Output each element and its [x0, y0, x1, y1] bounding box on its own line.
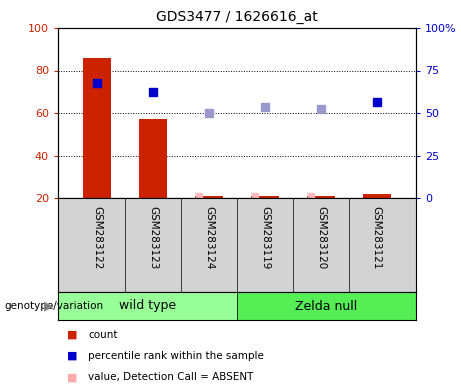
- Bar: [251, 196, 279, 198]
- Text: value, Detection Call = ABSENT: value, Detection Call = ABSENT: [88, 372, 254, 382]
- Text: GSM283119: GSM283119: [260, 205, 270, 269]
- Text: GSM283123: GSM283123: [148, 205, 158, 269]
- Bar: [237, 292, 416, 320]
- Text: GSM283120: GSM283120: [316, 205, 326, 269]
- Bar: [307, 196, 335, 198]
- Text: percentile rank within the sample: percentile rank within the sample: [88, 351, 264, 361]
- Text: Zelda null: Zelda null: [296, 300, 358, 313]
- Bar: [363, 194, 391, 198]
- Text: genotype/variation: genotype/variation: [5, 301, 104, 311]
- Text: ■: ■: [67, 351, 78, 361]
- Text: GSM283122: GSM283122: [92, 205, 102, 269]
- Text: ▶: ▶: [44, 300, 53, 313]
- Text: wild type: wild type: [119, 300, 176, 313]
- Bar: [58, 292, 237, 320]
- Text: ■: ■: [67, 372, 78, 382]
- Title: GDS3477 / 1626616_at: GDS3477 / 1626616_at: [156, 10, 318, 24]
- Bar: [83, 58, 111, 198]
- Bar: [195, 196, 223, 198]
- Bar: [139, 119, 167, 198]
- Text: ■: ■: [67, 330, 78, 340]
- Text: GSM283121: GSM283121: [372, 205, 382, 269]
- Text: count: count: [88, 330, 118, 340]
- Text: GSM283124: GSM283124: [204, 205, 214, 269]
